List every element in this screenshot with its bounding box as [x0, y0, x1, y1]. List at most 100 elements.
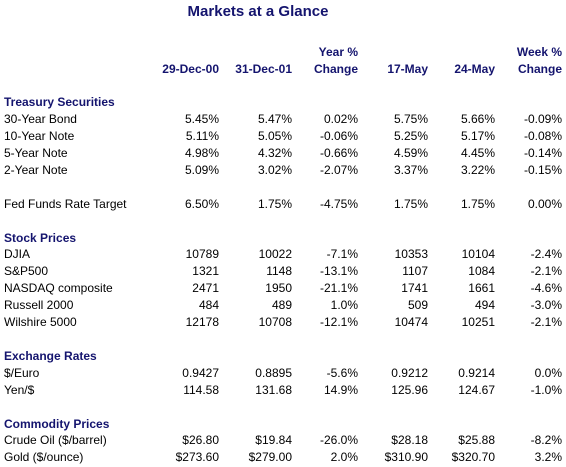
section-title: Exchange Rates — [4, 349, 97, 363]
column-header: Change — [517, 62, 562, 76]
cell-value: 4.98% — [184, 145, 219, 160]
cell-value: -0.14% — [523, 145, 562, 160]
cell-value: -0.08% — [523, 128, 562, 143]
cell-value: -2.1% — [530, 264, 562, 278]
cell-value: 1.0% — [330, 298, 358, 312]
cell-value: $310.90 — [384, 450, 428, 464]
cell-value: -0.09% — [523, 111, 562, 126]
cell-value: 131.68 — [255, 382, 292, 397]
title: Markets at a Glance — [187, 3, 329, 20]
cell-value: 10474 — [394, 315, 428, 329]
cell-value: 5.25% — [393, 128, 428, 143]
column-header: Week % — [516, 45, 562, 59]
row-label: Crude Oil ($/barrel) — [4, 433, 107, 447]
row-label: Russell 2000 — [4, 298, 74, 312]
cell-value: 5.05% — [257, 128, 292, 143]
cell-value: $279.00 — [248, 450, 292, 464]
cell-value: $273.60 — [175, 450, 219, 464]
row-label: 5-Year Note — [4, 145, 68, 160]
cell-value: 10789 — [185, 247, 219, 261]
cell-value: 5.11% — [185, 128, 219, 143]
row-label: 30-Year Bond — [4, 111, 77, 126]
section-title: Stock Prices — [4, 230, 77, 245]
cell-value: 5.66% — [460, 111, 495, 126]
cell-value: 10022 — [258, 247, 292, 261]
cell-value: -0.66% — [319, 145, 358, 160]
cell-value: 3.02% — [257, 162, 292, 177]
cell-value: 1741 — [401, 281, 428, 295]
cell-value: 0.00% — [527, 196, 562, 211]
cell-value: 494 — [474, 298, 495, 312]
column-header: Year % — [318, 45, 358, 59]
cell-value: 1321 — [192, 264, 219, 278]
cell-value: 5.45% — [184, 111, 219, 126]
cell-value: 0.8895 — [255, 365, 292, 380]
cell-value: 10251 — [461, 315, 495, 329]
cell-value: -21.1% — [319, 281, 358, 295]
section-title: Treasury Securities — [4, 95, 115, 109]
cell-value: 5.75% — [393, 111, 428, 126]
cell-value: 4.32% — [257, 145, 292, 160]
cell-value: 5.47% — [257, 111, 292, 126]
cell-value: 2471 — [192, 281, 219, 295]
row-label: Wilshire 5000 — [4, 315, 77, 329]
cell-value: 3.37% — [393, 162, 428, 177]
cell-value: $19.84 — [255, 433, 292, 447]
cell-value: -26.0% — [319, 433, 358, 447]
cell-value: 1661 — [468, 281, 495, 295]
cell-value: 3.2% — [534, 450, 562, 464]
cell-value: $25.88 — [458, 433, 495, 447]
cell-value: -8.2% — [530, 433, 562, 447]
cell-value: 10104 — [461, 247, 495, 261]
row-label: Fed Funds Rate Target — [4, 196, 127, 211]
cell-value: 3.22% — [460, 162, 495, 177]
cell-value: 509 — [407, 298, 428, 312]
row-label: $/Euro — [4, 365, 40, 380]
cell-value: 0.9212 — [391, 365, 428, 380]
cell-value: -0.06% — [319, 128, 358, 143]
cell-value: $320.70 — [451, 450, 495, 464]
cell-value: -1.0% — [530, 382, 562, 397]
cell-value: -3.0% — [530, 298, 562, 312]
cell-value: $28.18 — [391, 433, 428, 447]
column-header: 29-Dec-00 — [162, 62, 219, 76]
cell-value: 5.17% — [460, 128, 495, 143]
column-header: 24-May — [454, 62, 495, 76]
cell-value: 5.09% — [184, 162, 219, 177]
row-label: Yen/$ — [4, 382, 35, 397]
cell-value: 0.9427 — [182, 365, 219, 380]
cell-value: -4.75% — [319, 196, 358, 211]
section-title: Commodity Prices — [4, 416, 110, 431]
cell-value: 0.0% — [534, 365, 562, 380]
row-label: NASDAQ composite — [4, 281, 113, 295]
cell-value: 484 — [198, 298, 219, 312]
cell-value: 124.67 — [458, 382, 495, 397]
cell-value: 10353 — [394, 247, 428, 261]
cell-value: -0.15% — [523, 162, 562, 177]
cell-value: 0.9214 — [458, 365, 495, 380]
cell-value: -2.1% — [530, 315, 562, 329]
cell-value: -2.07% — [319, 162, 358, 177]
cell-value: -5.6% — [326, 365, 358, 380]
cell-value: 4.45% — [460, 145, 495, 160]
cell-value: 1084 — [468, 264, 495, 278]
cell-value: 2.0% — [330, 450, 358, 464]
cell-value: 1107 — [402, 264, 428, 278]
cell-value: 1.75% — [460, 196, 495, 211]
cell-value: 1148 — [266, 264, 292, 278]
cell-value: -4.6% — [530, 281, 562, 295]
cell-value: 1950 — [265, 281, 292, 295]
cell-value: $26.80 — [182, 433, 219, 447]
cell-value: -12.1% — [319, 315, 358, 329]
cell-value: 1.75% — [393, 196, 428, 211]
cell-value: -13.1% — [319, 264, 358, 278]
cell-value: 6.50% — [184, 196, 219, 211]
column-header: 31-Dec-01 — [235, 62, 292, 76]
cell-value: 0.02% — [323, 111, 358, 126]
cell-value: -2.4% — [530, 247, 562, 261]
cell-value: 12178 — [185, 315, 219, 329]
row-label: 2-Year Note — [4, 162, 68, 177]
column-header: 17-May — [387, 62, 428, 76]
cell-value: 14.9% — [323, 382, 358, 397]
